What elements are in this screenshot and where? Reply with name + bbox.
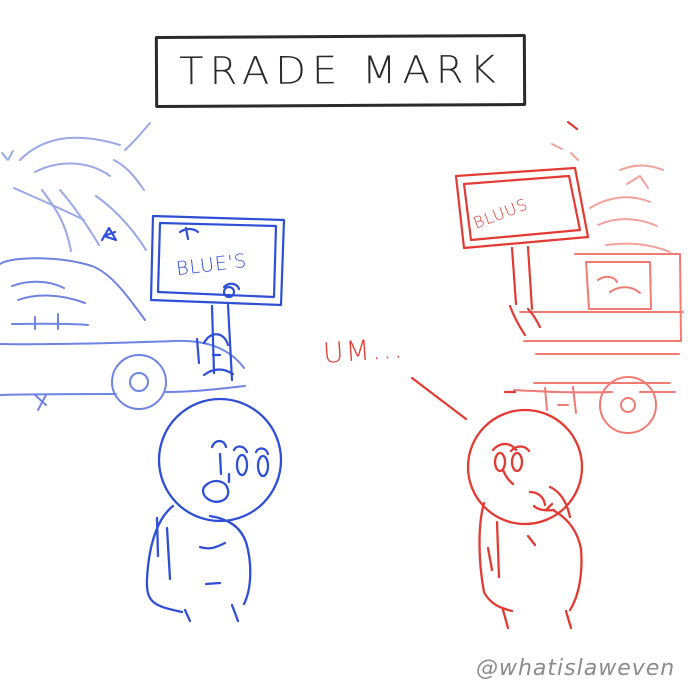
red-truck (513, 253, 684, 434)
red-surprise-icon (544, 502, 554, 512)
red-sign-group (454, 120, 590, 394)
comic-title: TRADE MARK (179, 48, 502, 94)
red-background-sketch (551, 143, 671, 253)
title-frame: TRADE MARK (154, 34, 527, 108)
blue-car (0, 257, 246, 411)
watermark: @whatislaweven (476, 656, 676, 681)
blue-sign-group (100, 214, 286, 382)
blue-sign-emblem-icon (178, 227, 200, 234)
blue-character (145, 397, 283, 623)
blue-sparkle-icon (100, 226, 118, 242)
speech-bubble-text: UM... (321, 331, 406, 370)
speech-line (410, 376, 468, 421)
blue-background-sketch (1, 122, 151, 252)
red-character (466, 408, 584, 630)
